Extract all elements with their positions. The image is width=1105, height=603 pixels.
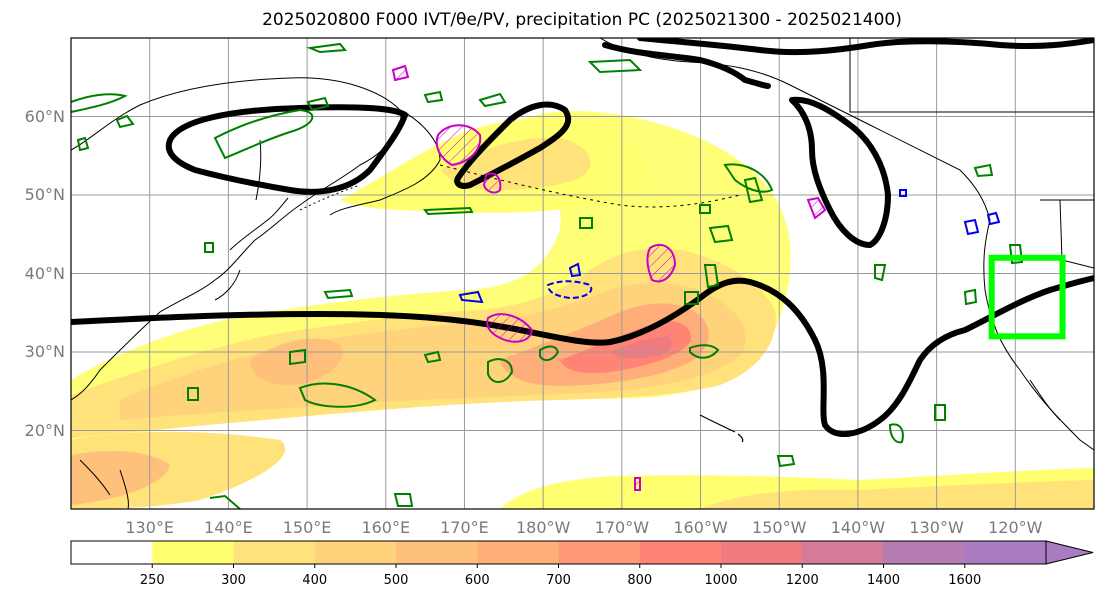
coastline-sakhalin [255, 139, 262, 201]
lon-label-11: 120°W [988, 518, 1043, 537]
colorbar-label-9: 1400 [866, 573, 901, 588]
lon-label-2: 150°E [282, 518, 332, 537]
coastline-japan [214, 197, 289, 301]
colorbar-segment-6 [558, 541, 641, 564]
lon-label-10: 130°W [909, 518, 964, 537]
lon-label-4: 170°E [440, 518, 489, 537]
lat-label-1: 30°N [24, 342, 65, 361]
theta-e-contour-gulf [789, 96, 892, 249]
colorbar [70, 540, 1094, 568]
map-title: 2025020800 F000 IVT/θe/PV, precipitation… [262, 10, 902, 30]
colorbar-label-8: 1200 [785, 573, 819, 588]
pv-contours-magenta [391, 64, 827, 491]
lat-label-0: 20°N [24, 420, 65, 440]
colorbar-segment-7 [639, 541, 722, 564]
colorbar-label-2: 400 [302, 573, 328, 588]
coastline-baja [1029, 379, 1061, 421]
ivt-band-1000 [610, 336, 673, 359]
lon-label-6: 170°W [594, 518, 650, 537]
coastline-kuril [299, 184, 361, 211]
colorbar-label-0: 250 [139, 573, 165, 588]
colorbar-segment-11 [964, 541, 1047, 564]
coastline-kamchatka [329, 109, 441, 216]
colorbar-segment-1 [152, 541, 234, 564]
colorbar-extend-arrow [1045, 540, 1094, 565]
colorbar-segment-9 [802, 541, 884, 564]
lon-label-8: 150°W [752, 518, 807, 537]
lon-label-1: 140°E [204, 518, 253, 537]
lon-label-0: 130°E [125, 518, 175, 537]
ivt-southwest-inner [71, 451, 170, 505]
coastline-philippines [79, 459, 129, 509]
map-frame [70, 37, 1095, 510]
ivt-south-band-inner [700, 480, 1094, 509]
colorbar-label-1: 300 [221, 573, 246, 588]
colorbar-segment-3 [314, 541, 397, 564]
ivt-west-core [250, 338, 343, 385]
map-gridlines [71, 38, 1094, 509]
theta-e-contour-main [71, 275, 1094, 438]
pv-contours-blue [458, 189, 1001, 304]
lat-label-3: 50°N [24, 185, 65, 204]
theta-e-contour-okhotsk [165, 104, 409, 195]
coastlines [71, 38, 1094, 509]
lat-label-4: 60°N [24, 106, 65, 126]
lon-label-7: 160°W [673, 518, 728, 537]
coastline-aleutians [439, 164, 741, 208]
colorbar-label-7: 1000 [704, 573, 738, 588]
lon-label-9: 140°W [830, 518, 886, 537]
lon-label-3: 160°E [361, 518, 411, 537]
target-region-box [988, 254, 1066, 340]
colorbar-segment-4 [396, 541, 478, 564]
lon-label-5: 180°W [515, 518, 571, 537]
lat-label-2: 40°N [24, 263, 65, 283]
pv-contours-green [71, 42, 1024, 509]
colorbar-label-10: 1600 [948, 573, 982, 588]
colorbar-segment-2 [233, 541, 316, 564]
colorbar-label-6: 800 [627, 573, 653, 588]
theta-e-contour-alaska [602, 38, 1094, 89]
colorbar-label-3: 500 [383, 573, 409, 588]
colorbar-segment-5 [477, 541, 559, 564]
coastline-alaska [599, 38, 991, 221]
theta-e-contour-bering [454, 101, 572, 189]
colorbar-label-5: 700 [546, 573, 571, 588]
colorbar-segment-10 [883, 541, 966, 564]
colorbar-segment-0 [71, 541, 153, 564]
colorbar-label-4: 600 [464, 573, 490, 588]
colorbar-segment-8 [721, 541, 803, 564]
theta-e-contours [71, 38, 1094, 438]
coastline-hawaii [699, 414, 744, 443]
